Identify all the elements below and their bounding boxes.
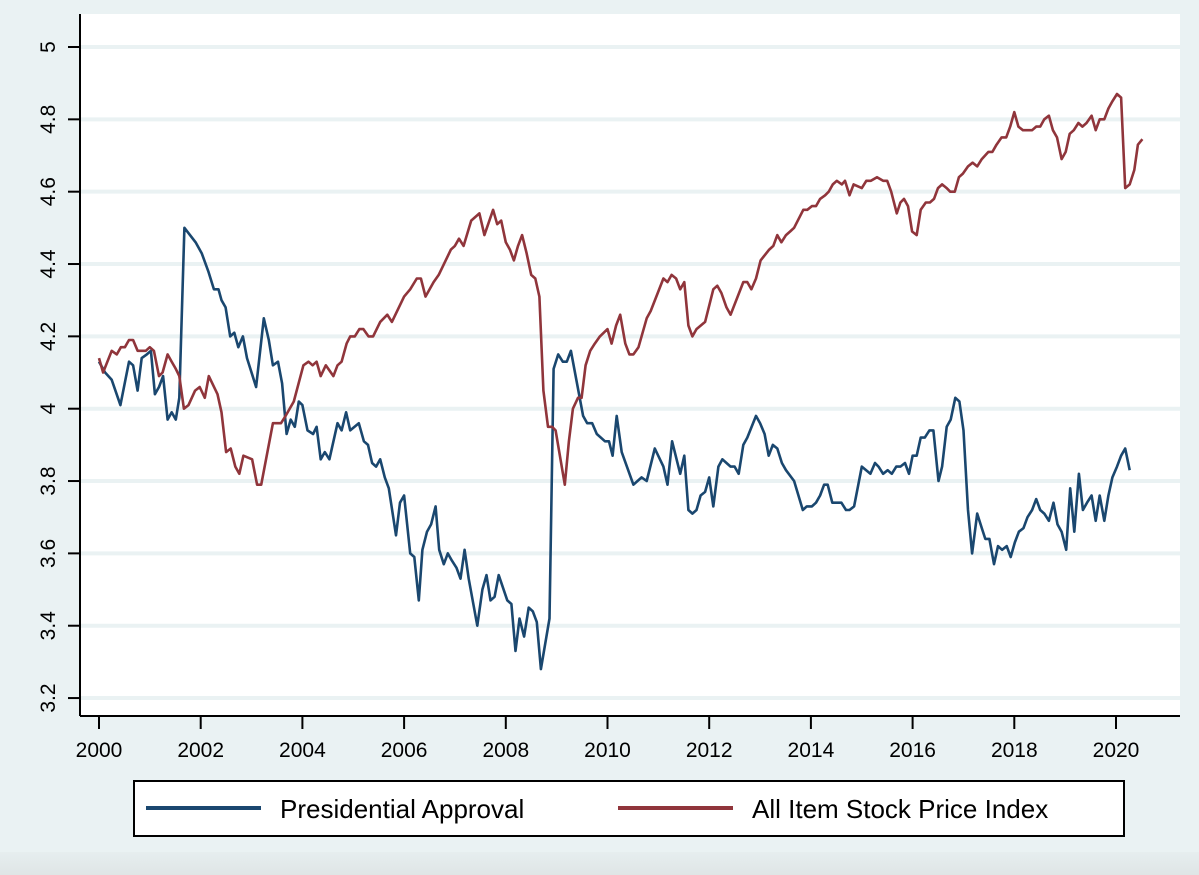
y-tick-label: 5 (37, 41, 60, 53)
x-tick-label: 2020 (1093, 739, 1140, 762)
x-tick-label: 2006 (381, 739, 428, 762)
x-tick-label: 2010 (584, 739, 631, 762)
legend: Presidential Approval All Item Stock Pri… (133, 780, 1125, 837)
x-tick-label: 2018 (991, 739, 1038, 762)
series-line-presidential-approval (97, 226, 1131, 671)
gridlines (81, 45, 1180, 701)
plot-area (80, 14, 1180, 716)
x-tick-label: 2004 (279, 739, 326, 762)
y-tick-label: 3.2 (37, 683, 60, 712)
y-ticks: 3.2 3.4 3.6 3.8 4 4.2 4.4 4.6 4.8 5 (37, 41, 80, 713)
x-tick-label: 2002 (177, 739, 224, 762)
x-tick-label: 2016 (889, 739, 936, 762)
y-tick-label: 3.8 (37, 466, 60, 495)
x-tick-label: 2012 (686, 739, 733, 762)
legend-label-stock-price-index: All Item Stock Price Index (752, 794, 1048, 824)
y-tick-label: 4.8 (37, 105, 60, 134)
y-tick-label: 4.2 (37, 322, 60, 351)
y-tick-label: 3.6 (37, 539, 60, 568)
legend-label-presidential-approval: Presidential Approval (280, 794, 524, 824)
x-tick-label: 2014 (788, 739, 835, 762)
y-tick-label: 4.4 (37, 249, 60, 279)
y-tick-label: 3.4 (37, 611, 60, 641)
series-lines (97, 92, 1144, 671)
y-tick-label: 4.6 (37, 177, 60, 206)
x-ticks: 2000 2002 2004 2006 2008 2010 2012 2014 2016 2018… (76, 717, 1140, 762)
series-line-all-item-stock-price-index (97, 92, 1144, 486)
x-tick-label: 2008 (482, 739, 529, 762)
bottom-band (0, 852, 1199, 875)
y-tick-label: 4 (37, 403, 60, 415)
x-tick-label: 2000 (76, 739, 123, 762)
